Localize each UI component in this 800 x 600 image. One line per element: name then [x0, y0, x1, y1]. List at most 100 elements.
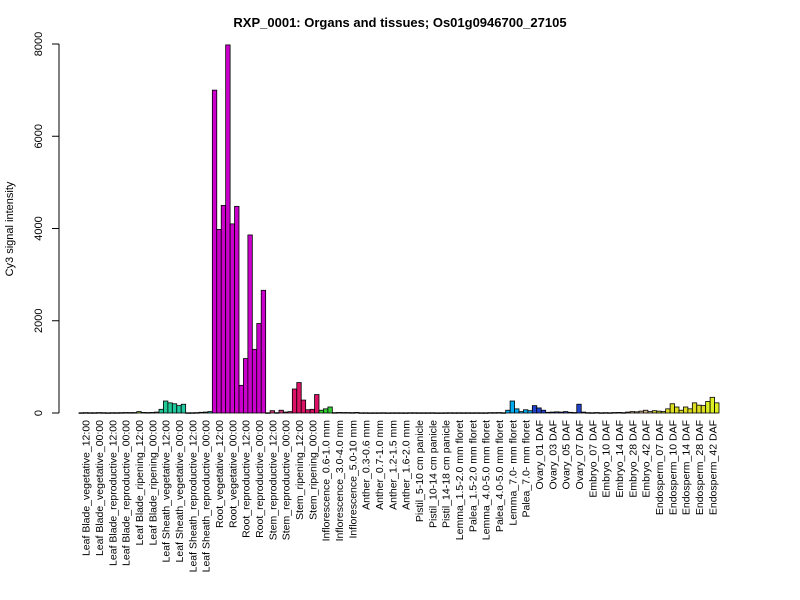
bar — [451, 412, 458, 414]
category-label: Anther_1.6-2.0 mm — [401, 420, 413, 510]
bar — [314, 394, 320, 414]
bar — [616, 412, 622, 414]
bar — [180, 403, 187, 414]
bar — [91, 412, 98, 414]
bar — [211, 89, 218, 414]
bar — [456, 412, 462, 414]
bar — [523, 409, 529, 414]
category-label: Leaf Sheath_vegetative_00:00 — [174, 420, 186, 563]
bar — [269, 410, 275, 414]
bar — [483, 412, 489, 414]
y-tick-label: 2000 — [33, 309, 45, 333]
category-label: Root_reproductive_12:00 — [241, 420, 253, 538]
bar — [229, 223, 235, 414]
bar — [203, 411, 209, 414]
bar — [518, 411, 524, 414]
bar — [140, 412, 147, 414]
bar — [709, 396, 715, 414]
bar — [163, 400, 169, 414]
bar — [220, 205, 227, 414]
category-label: Leaf Sheath_vegetative_12:00 — [161, 420, 173, 563]
bar — [603, 412, 609, 414]
category-label: Lemma_7.0- mm floret — [507, 420, 519, 526]
bar — [403, 412, 409, 414]
category-label: Ovary_01 DAF — [534, 420, 546, 489]
bar — [469, 412, 475, 414]
bar — [536, 407, 542, 414]
bar — [340, 412, 347, 414]
bar — [691, 402, 698, 414]
category-label: Inflorescence_3.0-4.0 mm — [334, 420, 346, 542]
category-label: Endosperm_10 DAF — [667, 420, 679, 515]
y-axis-label: Cy3 signal intensity — [4, 181, 16, 276]
bar — [696, 404, 702, 414]
bar — [420, 412, 427, 414]
bar — [589, 412, 595, 414]
bar — [700, 405, 707, 414]
bar — [651, 410, 658, 414]
bar — [354, 412, 360, 414]
category-label: Ovary_05 DAF — [561, 420, 573, 489]
bar — [300, 399, 307, 414]
bar — [567, 411, 573, 414]
category-label: Embryo_28 DAF — [627, 420, 639, 498]
bar — [580, 411, 587, 414]
bar — [323, 408, 329, 414]
bar — [647, 411, 653, 414]
bar — [283, 411, 289, 414]
bar — [287, 411, 293, 414]
bar — [83, 412, 89, 414]
bar — [358, 412, 364, 414]
bar — [185, 412, 191, 414]
bar — [594, 412, 600, 414]
bar — [620, 412, 627, 414]
bar — [643, 409, 649, 414]
bar — [500, 412, 507, 414]
bar — [389, 412, 395, 414]
category-label: Endosperm_07 DAF — [654, 420, 666, 515]
category-label: Stem_ripening_12:00 — [294, 420, 306, 520]
category-label: Pistil_10-14 cm panicle — [427, 420, 439, 528]
category-label: Palea_7.0- mm floret — [521, 420, 533, 518]
bar — [238, 384, 244, 414]
y-tick-label: 0 — [33, 410, 45, 416]
y-axis: 0 2000 4000 6000 8000 — [33, 32, 60, 416]
category-label: Root_vegetative_00:00 — [227, 420, 239, 528]
bar — [527, 410, 533, 414]
bar — [265, 412, 271, 414]
bar — [398, 412, 404, 414]
bar — [585, 412, 591, 414]
bar — [460, 412, 467, 414]
bar — [189, 412, 195, 414]
bar — [171, 403, 178, 414]
bars-layer — [78, 44, 720, 414]
bar — [256, 323, 262, 414]
bar — [554, 411, 560, 414]
category-label: Leaf Blade_reproductive_12:00 — [107, 420, 119, 566]
bar — [234, 205, 240, 414]
bar — [385, 412, 391, 414]
category-label: Anther_0.3-0.6 mm — [361, 420, 373, 510]
bar — [411, 412, 418, 414]
bar — [305, 409, 311, 414]
bar — [96, 412, 102, 414]
bar — [371, 412, 378, 414]
bar — [576, 403, 582, 414]
category-label: Pistil_5-10 cm panicle — [414, 420, 426, 522]
bar — [656, 410, 662, 414]
bar — [278, 409, 284, 414]
category-label: Root_reproductive_00:00 — [254, 420, 266, 538]
bar — [545, 411, 551, 414]
category-label: Lemma_1.5-2.0 mm floret — [454, 420, 466, 540]
bar — [78, 412, 84, 414]
bar — [683, 406, 689, 414]
bar — [434, 412, 440, 414]
bar — [478, 412, 484, 414]
bar — [176, 405, 182, 414]
bar — [194, 412, 200, 414]
bar — [136, 411, 142, 414]
bar — [638, 410, 644, 414]
category-label: Palea_4.0-5.0 mm floret — [494, 420, 506, 532]
bar — [109, 412, 115, 414]
bar — [714, 402, 720, 414]
